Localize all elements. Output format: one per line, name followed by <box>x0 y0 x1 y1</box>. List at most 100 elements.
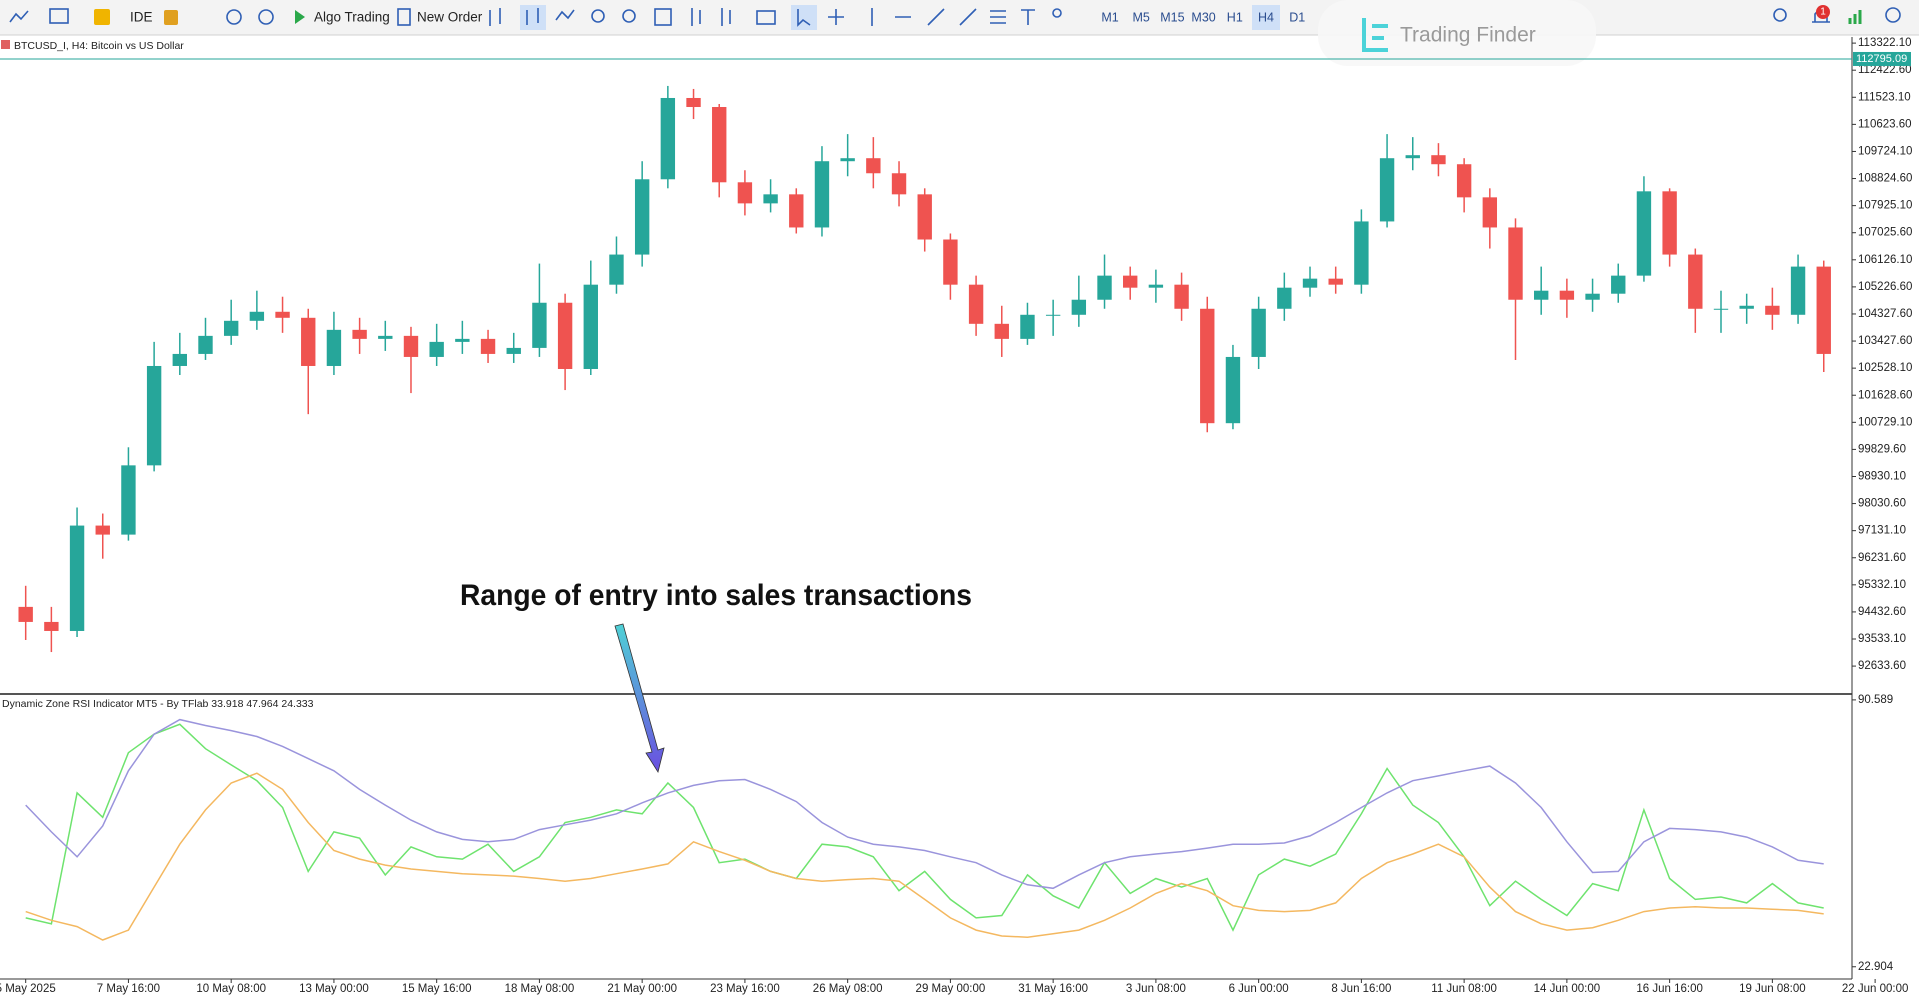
vps-icon[interactable] <box>226 9 242 25</box>
y-tick-label: 112422.60 <box>1858 64 1912 76</box>
x-tick-label: 10 May 08:00 <box>196 983 266 995</box>
candle-body <box>429 341 444 357</box>
candle-body <box>994 323 1009 339</box>
timeframe-button[interactable]: M1 <box>1101 10 1118 24</box>
timeframe-button[interactable]: M15 <box>1160 10 1184 24</box>
y-tick-label: 108824.60 <box>1858 173 1912 185</box>
ide-button[interactable]: IDE <box>130 10 153 25</box>
pane-title: BTCUSD_I, H4: Bitcoin vs US Dollar <box>14 40 184 52</box>
timeframe-button[interactable]: H1 <box>1227 10 1243 24</box>
algo-trading-icon[interactable] <box>295 10 305 24</box>
candle-body <box>1611 275 1626 294</box>
chart-type-icon <box>9 10 29 23</box>
candle-body <box>1790 266 1806 315</box>
notification-count: 1 <box>1820 7 1826 18</box>
y-tick-label: 92633.60 <box>1858 660 1906 672</box>
y-tick-label: 107025.60 <box>1858 227 1912 239</box>
x-tick-label: 3 Jun 08:00 <box>1126 983 1186 995</box>
indicator-line <box>25 772 1824 941</box>
candle-body <box>840 158 855 162</box>
x-tick-label: 29 May 00:00 <box>916 983 986 995</box>
bar-mode-active[interactable] <box>520 5 546 30</box>
y-tick-label: 111523.10 <box>1858 91 1911 103</box>
candle-body <box>1071 299 1087 315</box>
x-tick-label: 13 May 00:00 <box>299 983 369 995</box>
candle-body <box>968 284 984 324</box>
indicator-line <box>25 723 1824 932</box>
y-tick-label: 90.589 <box>1858 694 1893 706</box>
candle-body <box>1534 290 1549 300</box>
community-icon[interactable] <box>258 9 274 25</box>
cursor-icon[interactable] <box>797 9 811 27</box>
y-tick-label: 100729.10 <box>1858 416 1912 428</box>
candle-body <box>1456 164 1472 198</box>
y-tick-label: 113322.10 <box>1858 37 1912 49</box>
candle-body <box>1431 155 1446 165</box>
zoom-in-icon[interactable] <box>591 9 605 23</box>
candle-body <box>917 194 932 240</box>
candle-body <box>634 179 650 255</box>
scroll-icons[interactable] <box>691 8 731 26</box>
signal-icon <box>1848 10 1862 24</box>
candle-body <box>378 335 393 339</box>
candle-body <box>121 465 136 535</box>
candle-body <box>1559 290 1575 300</box>
y-tick-label: 101628.60 <box>1858 389 1912 401</box>
candle-body <box>1302 278 1318 288</box>
drawing-tools-icons[interactable] <box>828 8 1035 26</box>
x-tick-label: 22 Jun 00:00 <box>1842 983 1909 995</box>
timeframe-button[interactable]: M5 <box>1133 10 1150 24</box>
y-tick-label: 103427.60 <box>1858 335 1912 347</box>
candle-body <box>943 239 958 285</box>
x-tick-label: 5 May 2025 <box>0 983 56 995</box>
candle-body <box>660 97 676 180</box>
candle-body <box>1097 275 1112 300</box>
candle-body <box>1765 305 1780 315</box>
candle-body <box>95 525 110 535</box>
candle-body <box>1328 278 1343 285</box>
x-tick-label: 16 Jun 16:00 <box>1636 983 1703 995</box>
profile-icon[interactable] <box>1885 7 1901 23</box>
candle-body <box>609 254 624 285</box>
x-tick-label: 21 May 00:00 <box>607 983 677 995</box>
market-icon[interactable] <box>94 9 110 25</box>
algo-trading-button[interactable]: Algo Trading <box>314 10 390 25</box>
chart-mode-icons[interactable] <box>489 8 575 26</box>
y-tick-label: 106126.10 <box>1858 254 1912 266</box>
candle-body <box>1636 191 1652 276</box>
y-tick-label: 97131.10 <box>1858 525 1906 537</box>
candle-body <box>506 347 521 354</box>
candle-body <box>1277 287 1292 309</box>
x-tick-label: 18 May 08:00 <box>505 983 575 995</box>
candle-body <box>1713 308 1729 310</box>
candle-body <box>1020 314 1035 339</box>
timeframe-button[interactable]: D1 <box>1289 10 1305 24</box>
y-tick-label: 99829.60 <box>1858 443 1906 455</box>
timeframes: M1 M5 M15 M30 H1 H4 D1 <box>1101 10 1305 24</box>
candle-body <box>1739 305 1754 309</box>
search-icon[interactable] <box>1773 8 1787 22</box>
candle-body <box>1123 275 1138 288</box>
new-order-button[interactable]: New Order <box>417 10 483 25</box>
candle-body <box>712 107 727 183</box>
tile-icon[interactable] <box>654 8 672 26</box>
candle-body <box>1251 308 1266 357</box>
last-price-box <box>1853 51 1911 66</box>
cursor-active[interactable] <box>791 5 817 30</box>
zoom-out-icon[interactable] <box>622 9 636 23</box>
candle-body <box>223 320 239 336</box>
screenshot-icon[interactable] <box>756 10 776 25</box>
shapes-icon[interactable] <box>1052 8 1062 18</box>
y-tick-label: 104327.60 <box>1858 308 1912 320</box>
candle-body <box>1200 308 1215 424</box>
timeframe-active[interactable] <box>1252 5 1280 30</box>
y-tick-label: 105226.60 <box>1858 281 1912 293</box>
timeframe-button[interactable]: H4 <box>1258 10 1274 24</box>
new-order-icon[interactable] <box>397 8 411 26</box>
candle-body <box>532 302 547 348</box>
store-icon[interactable] <box>164 10 178 25</box>
timeframe-button[interactable]: M30 <box>1191 10 1215 24</box>
candle-body <box>249 311 265 321</box>
